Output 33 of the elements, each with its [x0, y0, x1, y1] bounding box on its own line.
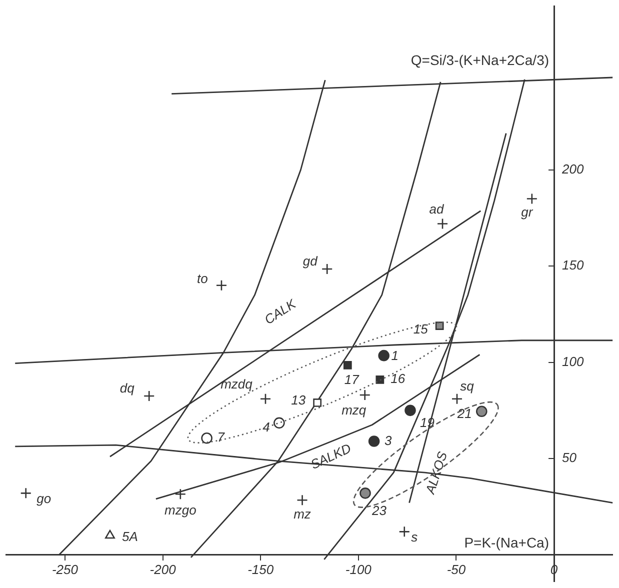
annotation: 1	[391, 348, 398, 364]
y-tick-label: 200	[561, 161, 584, 176]
y-axis-title: Q=Si/3-(K+Na+2Ca/3)	[410, 52, 550, 68]
annotation: sq	[460, 378, 475, 394]
annotation: dq	[120, 380, 136, 396]
annotation: mzq	[342, 402, 367, 418]
x-tick-label: -50	[446, 562, 466, 578]
annotation: 23	[371, 502, 388, 518]
annotation: mzdq	[220, 376, 254, 392]
y-tick-label: 100	[562, 354, 584, 369]
annotation: 5A	[122, 529, 138, 544]
annotation: mzgo	[164, 502, 196, 518]
annotation: to	[197, 270, 208, 286]
annotation: 21	[456, 406, 472, 421]
y-tick-label: 150	[562, 258, 584, 273]
x-tick-label: -250	[52, 562, 79, 578]
x-axis-title: P=K-(Na+Ca)	[464, 534, 550, 551]
x-tick-label: -150	[248, 562, 274, 578]
annotation: 7	[217, 430, 226, 445]
annotation: go	[36, 490, 52, 506]
y-tick-label: 50	[562, 450, 578, 466]
annotation: ad	[429, 201, 445, 216]
annotation: 16	[390, 371, 406, 386]
annotation: gr	[521, 204, 534, 220]
annotation: 17	[344, 372, 360, 387]
annotation: 15	[413, 321, 429, 336]
annotation: 13	[291, 392, 306, 408]
annotation: s	[411, 529, 418, 544]
annotation: 3	[384, 432, 392, 448]
annotation: mz	[294, 506, 312, 522]
annotation: gd	[302, 254, 318, 269]
x-tick-label: -100	[345, 562, 372, 578]
x-tick-label: -200	[150, 562, 177, 578]
